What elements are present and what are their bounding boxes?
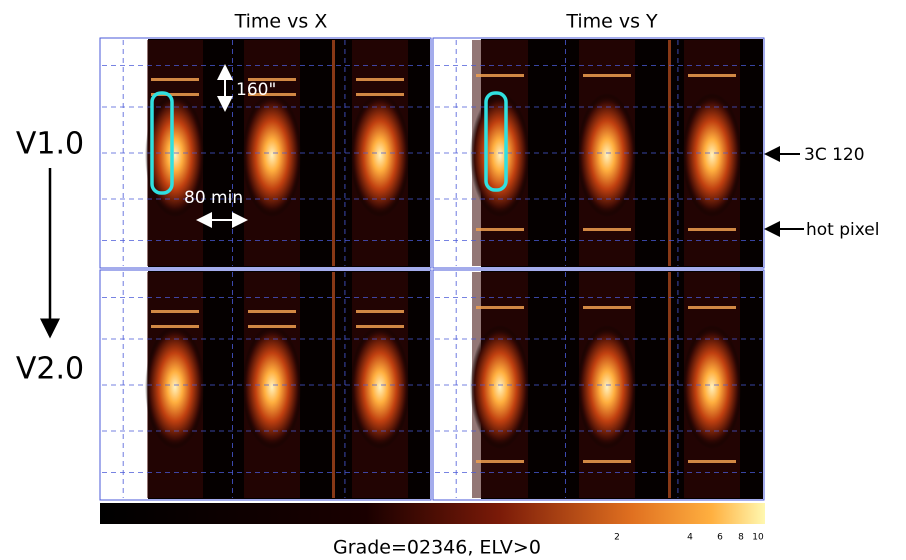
band-glow <box>577 93 637 217</box>
column-title: Time vs Y <box>565 11 658 33</box>
row-label: V2.0 <box>16 352 84 387</box>
hot-line <box>583 228 631 231</box>
hot-line <box>688 228 736 231</box>
hot-line <box>476 228 524 231</box>
column-line <box>332 40 335 266</box>
row-label: V1.0 <box>16 127 84 162</box>
hot-line <box>248 93 296 96</box>
scale-label: 160" <box>236 80 276 100</box>
hot-line <box>248 325 296 328</box>
colorbar-tick-label: 2 <box>614 533 620 543</box>
column-line <box>332 272 335 498</box>
band-glow <box>242 325 302 449</box>
hot-line <box>688 460 736 463</box>
hot-line <box>476 460 524 463</box>
hot-line <box>356 93 404 96</box>
hot-line <box>248 78 296 81</box>
hot-line <box>583 74 631 77</box>
hot-line <box>476 74 524 77</box>
colorbar-tick-label: 4 <box>687 533 693 543</box>
hot-line <box>356 325 404 328</box>
source-label: 3C 120 <box>804 145 865 165</box>
hot-line <box>356 78 404 81</box>
hot-line <box>151 325 199 328</box>
band-glow <box>145 93 205 217</box>
hot-line <box>356 310 404 313</box>
colorbar-tick-label: 6 <box>717 533 723 543</box>
scale-label: 80 min <box>184 188 243 208</box>
hot-line <box>688 74 736 77</box>
hot-line <box>151 93 199 96</box>
hot-line <box>688 306 736 309</box>
hot-line <box>583 460 631 463</box>
band-glow <box>682 93 742 217</box>
hot-line <box>583 306 631 309</box>
band-glow <box>470 325 530 449</box>
panels <box>99 37 765 501</box>
highlight <box>484 91 508 192</box>
colorbar-caption: Grade=02346, ELV>0 <box>333 537 541 559</box>
highlight <box>150 91 174 195</box>
band-glow <box>145 325 205 449</box>
band-glow <box>470 93 530 217</box>
hot-line <box>476 306 524 309</box>
hot-line <box>151 310 199 313</box>
column-title: Time vs X <box>234 11 328 33</box>
colorbar-tick-label: 10 <box>752 533 764 543</box>
band-glow <box>242 93 302 217</box>
hot-line <box>248 310 296 313</box>
band-glow <box>350 325 410 449</box>
hot-line <box>151 78 199 81</box>
band-glow <box>350 93 410 217</box>
colorbar-ticks: 2 4 6 8 10 <box>614 533 764 543</box>
hot-pixel-label: hot pixel <box>806 220 879 240</box>
band-glow <box>577 325 637 449</box>
colorbar <box>100 503 765 524</box>
band-glow <box>682 325 742 449</box>
colorbar-tick-label: 8 <box>738 533 744 543</box>
